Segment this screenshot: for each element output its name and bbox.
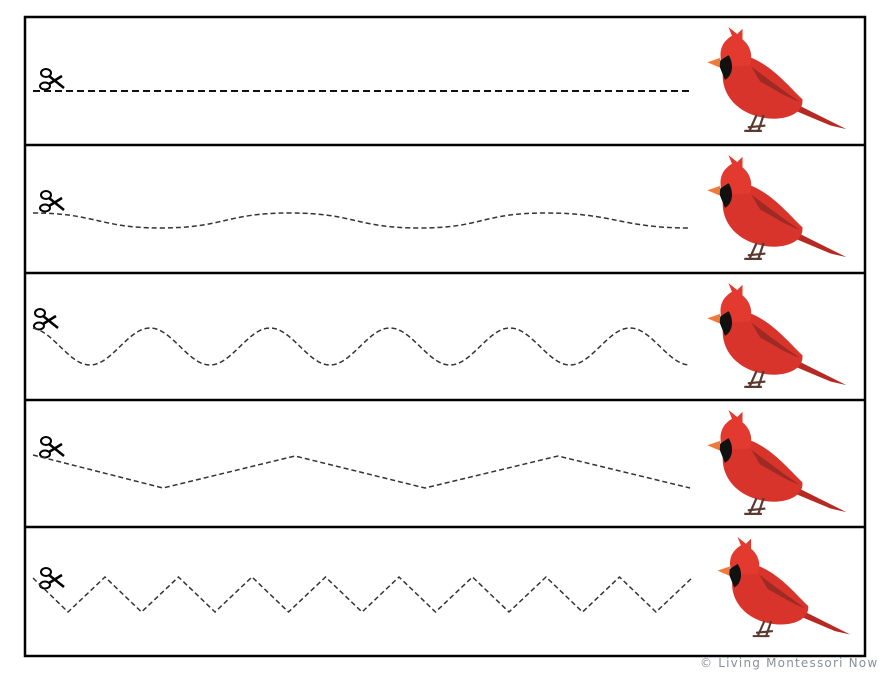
copyright-footer: © Living Montessori Now	[700, 656, 879, 670]
wide-zigzag-cut-line	[32, 454, 691, 489]
row-2	[32, 155, 848, 261]
gentle-wave-cut-line	[32, 212, 691, 229]
row-4	[32, 410, 848, 516]
wave-cut-line	[32, 327, 691, 366]
row-3	[32, 283, 848, 389]
